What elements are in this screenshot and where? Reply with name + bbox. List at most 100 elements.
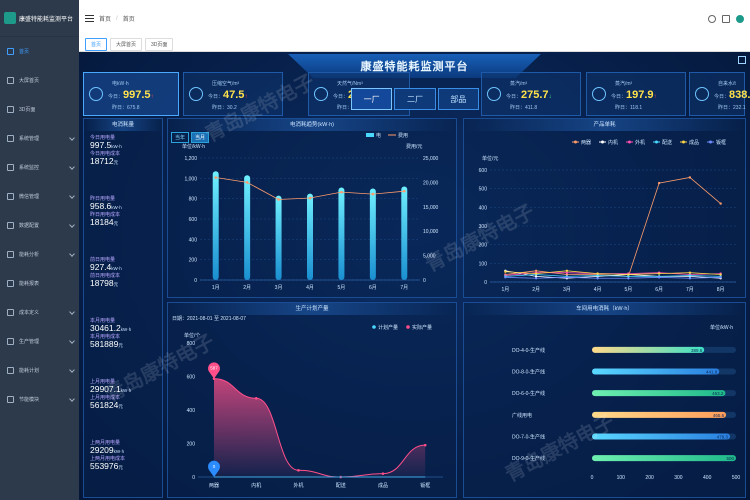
line-point[interactable]	[719, 273, 722, 276]
menu-toggle-icon[interactable]	[85, 15, 94, 22]
kpi-label: 天然气/Nm³	[337, 81, 363, 87]
chevron-down-icon	[69, 222, 75, 228]
bar[interactable]	[592, 390, 726, 397]
tab-3d[interactable]: 3D页面	[145, 37, 174, 51]
sidebar-item[interactable]: 首页	[0, 37, 79, 66]
sidebar-item[interactable]: 成本定义	[0, 298, 79, 327]
tab-big-screen[interactable]: 大屏首页	[110, 37, 143, 51]
bar[interactable]	[592, 433, 731, 440]
x-tick-label: 配送	[336, 482, 346, 489]
sidebar-item[interactable]: 节能模块	[0, 385, 79, 414]
line-point[interactable]	[504, 276, 507, 279]
line-point[interactable]	[565, 276, 569, 279]
menu-icon	[7, 280, 14, 287]
actual-area	[214, 378, 426, 477]
line-point[interactable]	[627, 275, 630, 278]
line-point[interactable]	[596, 277, 599, 280]
line-point[interactable]	[423, 443, 427, 447]
stat-label: 前日用电成本	[90, 273, 121, 279]
line-point[interactable]	[297, 469, 300, 472]
line-point[interactable]	[308, 196, 312, 200]
fullscreen-icon[interactable]	[738, 56, 746, 64]
sidebar-item[interactable]: 系统监控	[0, 153, 79, 182]
line-point[interactable]	[504, 270, 507, 273]
line-point[interactable]	[688, 271, 692, 274]
stat-label: 昨日用电量	[90, 196, 116, 202]
line-point[interactable]	[688, 274, 692, 277]
line-point[interactable]	[565, 271, 569, 274]
topbar-actions	[708, 14, 744, 23]
bar[interactable]	[307, 193, 313, 280]
breadcrumb-item[interactable]: 首页	[99, 17, 112, 23]
line-point[interactable]	[565, 273, 569, 276]
line-point[interactable]	[340, 190, 343, 194]
line-point[interactable]	[534, 275, 538, 278]
factory-tab-parts[interactable]: 部品	[437, 88, 479, 110]
line-point[interactable]	[371, 192, 375, 196]
sidebar-item[interactable]: 微信管理	[0, 182, 79, 211]
line-point[interactable]	[627, 277, 630, 280]
line-point[interactable]	[214, 176, 218, 179]
kpi-card: 蒸汽/m³ 今日：197.9↑ 昨日：118.1	[586, 72, 686, 116]
stat-value: 29907.1	[90, 384, 121, 394]
line-point[interactable]	[657, 181, 661, 185]
sidebar-item[interactable]: 系统管理	[0, 124, 79, 153]
toggle-month[interactable]: 当月	[191, 132, 210, 143]
line-point[interactable]	[277, 198, 280, 201]
bar[interactable]	[592, 368, 720, 375]
stat-label: 前日用电量	[90, 257, 116, 263]
line-point[interactable]	[596, 274, 599, 277]
line-point[interactable]	[719, 202, 722, 205]
bar[interactable]	[401, 186, 408, 280]
line-point[interactable]	[402, 189, 406, 193]
sidebar-item[interactable]: 能耗报表	[0, 269, 79, 298]
line-point[interactable]	[534, 272, 538, 275]
line-point[interactable]	[688, 176, 692, 179]
line-point[interactable]	[627, 273, 630, 276]
sidebar-item[interactable]: 生产管理	[0, 327, 79, 356]
line-point[interactable]	[534, 277, 538, 280]
sidebar-item[interactable]: 3D页面	[0, 95, 79, 124]
sidebar-item[interactable]: 大屏首页	[0, 66, 79, 95]
stat-group: 上月用电量 29907.1kW·h 上月用电成本 561824元	[90, 379, 131, 411]
line-point[interactable]	[657, 276, 661, 279]
sidebar-item[interactable]: 能耗计划	[0, 356, 79, 385]
kpi-label: 电kW·h	[112, 81, 129, 87]
toggle-year[interactable]: 当年	[171, 132, 190, 143]
bar[interactable]	[275, 195, 282, 280]
bell-icon[interactable]	[708, 14, 716, 23]
kpi-today-prefix: 今日：	[611, 94, 627, 100]
x-tick-label: 钣框	[420, 482, 430, 489]
trash-icon[interactable]	[722, 14, 730, 23]
stat-value: 18712	[90, 156, 114, 166]
line-point[interactable]	[381, 472, 385, 475]
sidebar-item[interactable]: 能耗分析	[0, 240, 79, 269]
kpi-yesterday-value: 118.1	[630, 105, 643, 111]
line-point[interactable]	[212, 377, 216, 380]
line-point[interactable]	[688, 277, 692, 280]
line-point[interactable]	[596, 272, 599, 275]
y-axis-right-label: 费用/元	[406, 143, 422, 150]
bar[interactable]	[212, 171, 219, 280]
bar[interactable]	[592, 455, 736, 462]
line-point[interactable]	[657, 272, 661, 275]
bar[interactable]	[244, 175, 251, 280]
stat-group: 昨日用电量 958.6kW·h 昨日用电成本 18184元	[90, 196, 122, 228]
bar[interactable]	[369, 188, 376, 281]
bar[interactable]	[592, 411, 727, 418]
bar[interactable]	[592, 346, 705, 353]
tab-home[interactable]: 首页	[85, 37, 108, 51]
factory-tab-1[interactable]: 一厂	[351, 88, 393, 110]
sidebar-item-label: 系统管理	[19, 136, 40, 142]
line-point[interactable]	[245, 181, 249, 184]
bar[interactable]	[338, 187, 345, 280]
sidebar-item[interactable]: 数据配置	[0, 211, 79, 240]
line-point[interactable]	[719, 276, 722, 279]
line-point[interactable]	[534, 269, 538, 272]
factory-tab-2[interactable]: 二厂	[394, 88, 436, 110]
x-tick-label: 内机	[251, 482, 261, 489]
legend-label: 外机	[635, 139, 645, 146]
line-point[interactable]	[254, 396, 258, 400]
line-point[interactable]	[565, 269, 569, 272]
avatar[interactable]	[736, 14, 744, 23]
